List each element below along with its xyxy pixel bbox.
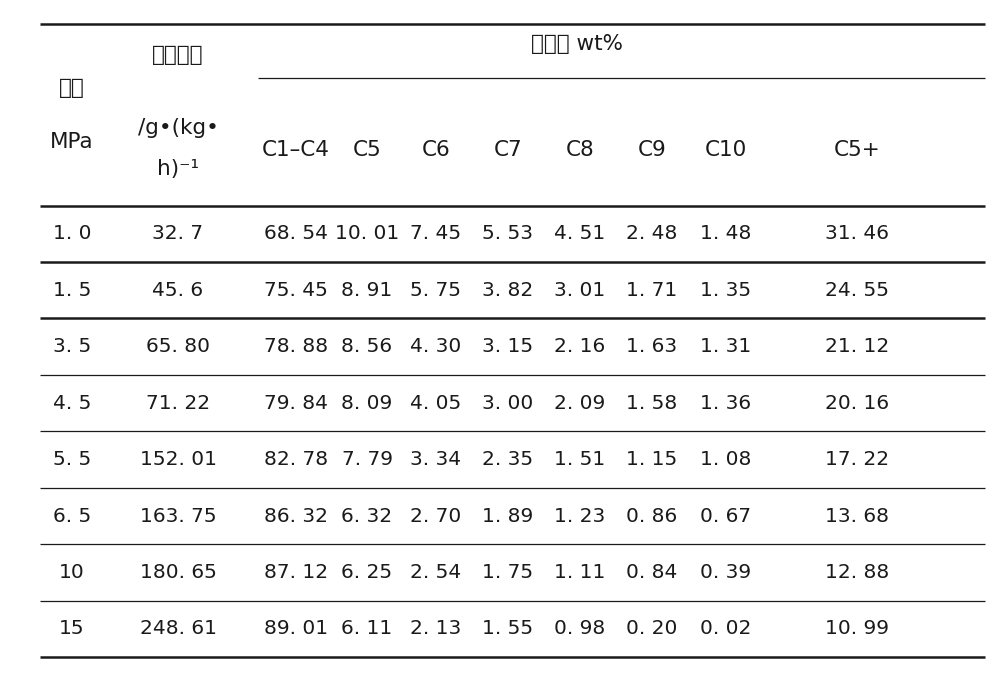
Text: 0. 84: 0. 84 <box>626 563 678 582</box>
Text: 3. 82: 3. 82 <box>482 281 534 300</box>
Text: 89. 01: 89. 01 <box>264 619 328 638</box>
Text: 2. 54: 2. 54 <box>410 563 462 582</box>
Text: 10. 01: 10. 01 <box>335 224 399 243</box>
Text: 1. 71: 1. 71 <box>626 281 678 300</box>
Text: 1. 55: 1. 55 <box>482 619 534 638</box>
Text: 13. 68: 13. 68 <box>825 507 889 526</box>
Text: 6. 5: 6. 5 <box>53 507 91 526</box>
Text: 6. 25: 6. 25 <box>341 563 393 582</box>
Text: 32. 7: 32. 7 <box>152 224 204 243</box>
Text: 3. 15: 3. 15 <box>482 337 534 356</box>
Text: 4. 30: 4. 30 <box>410 337 462 356</box>
Text: 1. 35: 1. 35 <box>700 281 752 300</box>
Text: 2. 48: 2. 48 <box>626 224 678 243</box>
Text: C6: C6 <box>422 140 450 160</box>
Text: 3. 34: 3. 34 <box>410 450 462 469</box>
Text: h)⁻¹: h)⁻¹ <box>157 158 199 179</box>
Text: 1. 11: 1. 11 <box>554 563 606 582</box>
Text: 1. 58: 1. 58 <box>626 394 678 412</box>
Text: 78. 88: 78. 88 <box>264 337 328 356</box>
Text: 79. 84: 79. 84 <box>264 394 328 412</box>
Text: 3. 00: 3. 00 <box>482 394 534 412</box>
Text: 0. 98: 0. 98 <box>554 619 606 638</box>
Text: 2. 13: 2. 13 <box>410 619 462 638</box>
Text: C9: C9 <box>638 140 666 160</box>
Text: 2. 35: 2. 35 <box>482 450 534 469</box>
Text: 82. 78: 82. 78 <box>264 450 328 469</box>
Text: 21. 12: 21. 12 <box>825 337 889 356</box>
Text: 4. 05: 4. 05 <box>410 394 462 412</box>
Text: 1. 23: 1. 23 <box>554 507 606 526</box>
Text: 248. 61: 248. 61 <box>140 619 216 638</box>
Text: 68. 54: 68. 54 <box>264 224 328 243</box>
Text: 4. 51: 4. 51 <box>554 224 606 243</box>
Text: 7. 79: 7. 79 <box>342 450 392 469</box>
Text: /g•(kg•: /g•(kg• <box>138 118 218 138</box>
Text: 180. 65: 180. 65 <box>140 563 216 582</box>
Text: 0. 39: 0. 39 <box>700 563 752 582</box>
Text: 1. 0: 1. 0 <box>53 224 91 243</box>
Text: 3. 5: 3. 5 <box>53 337 91 356</box>
Text: 压力: 压力 <box>59 78 85 98</box>
Text: MPa: MPa <box>50 131 94 152</box>
Text: 1. 89: 1. 89 <box>482 507 534 526</box>
Text: 86. 32: 86. 32 <box>264 507 328 526</box>
Text: 75. 45: 75. 45 <box>264 281 328 300</box>
Text: 时空产率: 时空产率 <box>152 45 204 65</box>
Text: 15: 15 <box>59 619 85 638</box>
Text: 87. 12: 87. 12 <box>264 563 328 582</box>
Text: 醇分布 wt%: 醇分布 wt% <box>531 34 623 54</box>
Text: 7. 45: 7. 45 <box>410 224 462 243</box>
Text: 24. 55: 24. 55 <box>825 281 889 300</box>
Text: 1. 31: 1. 31 <box>700 337 752 356</box>
Text: 2. 16: 2. 16 <box>554 337 606 356</box>
Text: 65. 80: 65. 80 <box>146 337 210 356</box>
Text: 1. 5: 1. 5 <box>53 281 91 300</box>
Text: 6. 32: 6. 32 <box>341 507 393 526</box>
Text: C10: C10 <box>705 140 747 160</box>
Text: C5+: C5+ <box>834 140 880 160</box>
Text: 12. 88: 12. 88 <box>825 563 889 582</box>
Text: 0. 20: 0. 20 <box>626 619 678 638</box>
Text: C8: C8 <box>566 140 594 160</box>
Text: 8. 56: 8. 56 <box>341 337 393 356</box>
Text: 163. 75: 163. 75 <box>140 507 216 526</box>
Text: 1. 75: 1. 75 <box>482 563 534 582</box>
Text: 31. 46: 31. 46 <box>825 224 889 243</box>
Text: 1. 51: 1. 51 <box>554 450 606 469</box>
Text: 152. 01: 152. 01 <box>140 450 216 469</box>
Text: 2. 09: 2. 09 <box>554 394 606 412</box>
Text: 71. 22: 71. 22 <box>146 394 210 412</box>
Text: 1. 63: 1. 63 <box>626 337 678 356</box>
Text: C5: C5 <box>353 140 381 160</box>
Text: 4. 5: 4. 5 <box>53 394 91 412</box>
Text: 0. 02: 0. 02 <box>700 619 752 638</box>
Text: 0. 67: 0. 67 <box>700 507 752 526</box>
Text: 10: 10 <box>59 563 85 582</box>
Text: 2. 70: 2. 70 <box>410 507 462 526</box>
Text: 10. 99: 10. 99 <box>825 619 889 638</box>
Text: 0. 86: 0. 86 <box>626 507 678 526</box>
Text: 20. 16: 20. 16 <box>825 394 889 412</box>
Text: C7: C7 <box>494 140 522 160</box>
Text: 5. 53: 5. 53 <box>482 224 534 243</box>
Text: 5. 75: 5. 75 <box>411 281 462 300</box>
Text: 17. 22: 17. 22 <box>825 450 889 469</box>
Text: 1. 08: 1. 08 <box>700 450 752 469</box>
Text: 3. 01: 3. 01 <box>554 281 606 300</box>
Text: 45. 6: 45. 6 <box>152 281 204 300</box>
Text: 8. 91: 8. 91 <box>341 281 393 300</box>
Text: 8. 09: 8. 09 <box>341 394 393 412</box>
Text: C1–C4: C1–C4 <box>262 140 330 160</box>
Text: 6. 11: 6. 11 <box>341 619 393 638</box>
Text: 1. 48: 1. 48 <box>700 224 752 243</box>
Text: 1. 15: 1. 15 <box>626 450 678 469</box>
Text: 5. 5: 5. 5 <box>53 450 91 469</box>
Text: 1. 36: 1. 36 <box>700 394 752 412</box>
